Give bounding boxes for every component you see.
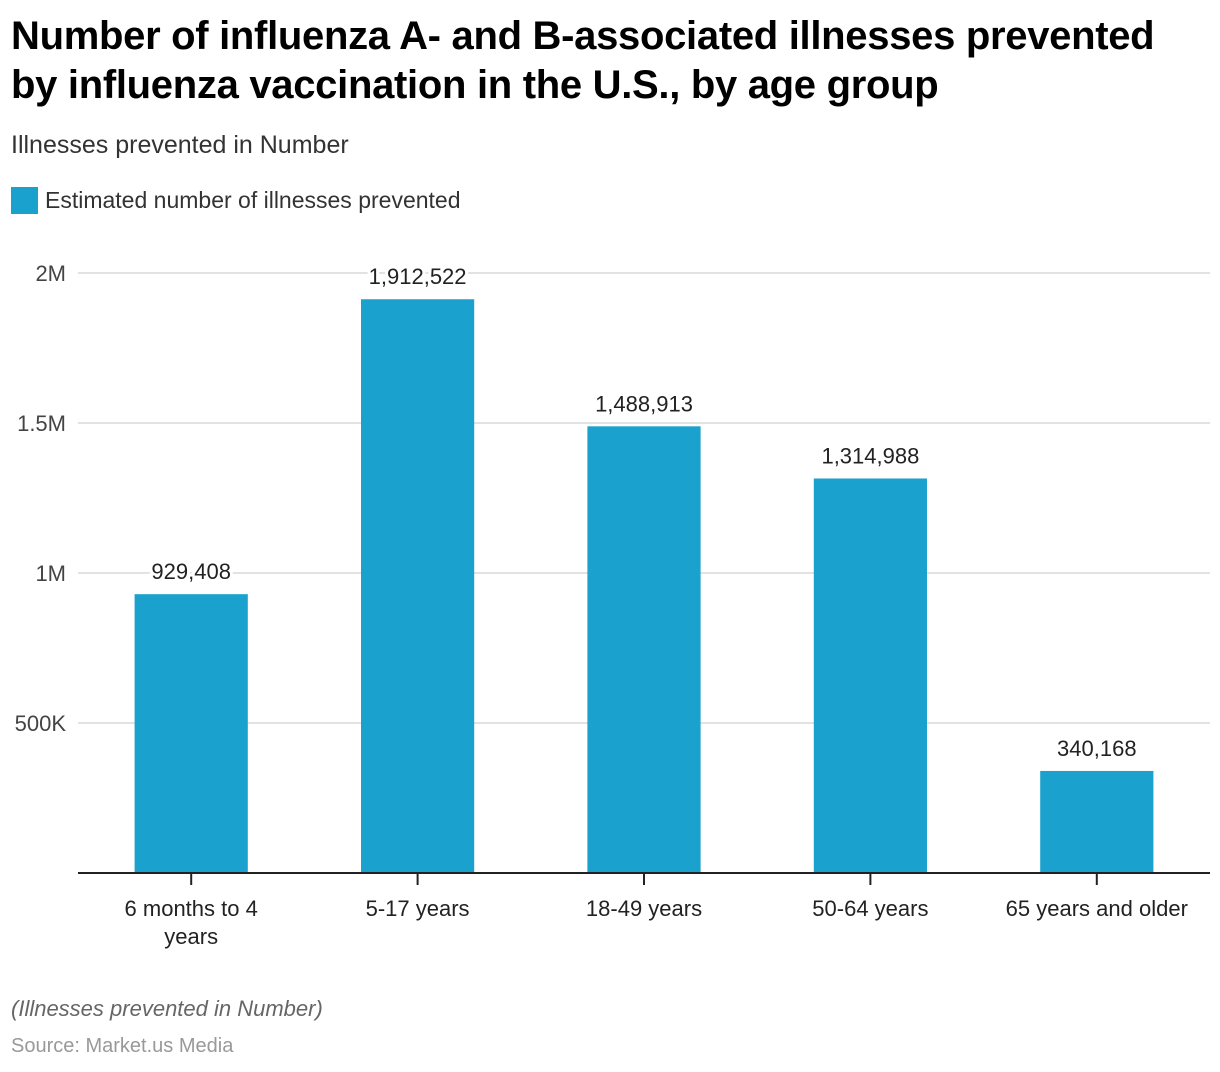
x-tick-label: 5-17 years (366, 896, 470, 921)
data-label: 1,314,988 (821, 444, 919, 469)
data-label: 929,408 (151, 559, 231, 584)
data-label: 340,168 (1057, 736, 1137, 761)
chart-subtitle: Illnesses prevented in Number (11, 131, 349, 159)
x-tick-label: 65 years and older (1006, 896, 1188, 921)
y-tick-label: 1M (35, 561, 66, 586)
y-tick-label: 1.5M (17, 411, 66, 436)
legend: Estimated number of illnesses prevented (11, 187, 461, 214)
x-tick-label: years (164, 924, 218, 949)
x-tick-label: 50-64 years (812, 896, 928, 921)
data-label: 1,912,522 (369, 264, 467, 289)
legend-swatch (11, 187, 38, 214)
data-label: 1,488,913 (595, 391, 693, 416)
legend-label: Estimated number of illnesses prevented (45, 187, 461, 213)
bar (361, 299, 475, 873)
footnote: (Illnesses prevented in Number) (11, 996, 323, 1021)
bar (587, 426, 701, 873)
x-tick-label: 6 months to 4 (125, 896, 258, 921)
bar (1040, 770, 1154, 873)
y-tick-label: 500K (15, 711, 67, 736)
source-note: Source: Market.us Media (11, 1035, 234, 1057)
bar (134, 594, 248, 873)
y-tick-label: 2M (35, 261, 66, 286)
x-tick-label: 18-49 years (586, 896, 702, 921)
bar (813, 478, 927, 873)
chart-title: Number of influenza A- and B-associated … (11, 14, 1155, 107)
